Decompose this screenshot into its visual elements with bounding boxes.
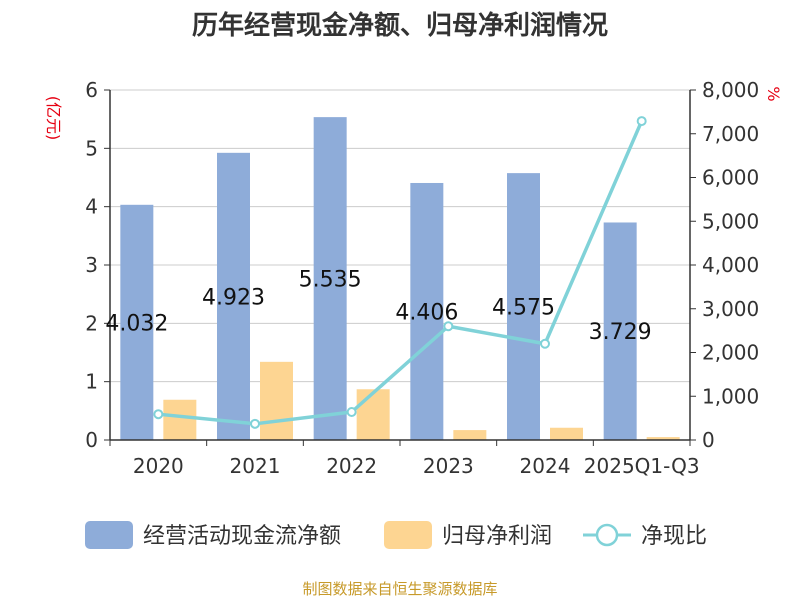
source-note: 制图数据来自恒生聚源数据库: [302, 580, 497, 598]
bar-cashflow: [410, 182, 444, 440]
bar-cashflow: [120, 204, 154, 440]
bar-net-profit: [453, 430, 487, 440]
ratio-point: [443, 321, 454, 332]
ratio-point: [636, 116, 647, 127]
legend-swatch-cashflow: [85, 521, 133, 549]
ratio-point: [250, 418, 260, 429]
right-axis-tick-label: 0: [702, 428, 715, 452]
bar-cashflow: [217, 152, 250, 440]
right-axis-tick-label: 3,000: [702, 297, 759, 321]
left-axis-tick-label: 3: [85, 253, 98, 277]
right-axis-unit: %: [764, 86, 783, 101]
ratio-point: [153, 409, 164, 420]
cashflow-data-label: 3.729: [589, 320, 652, 345]
axes: 0 1 2 3 4 5 6 0 1,000 2,000 3,000 4,000 5,000 6,000 7,…: [85, 78, 759, 478]
cashflow-data-label: 4.032: [105, 311, 168, 336]
x-axis-tick-label: 2023: [423, 454, 474, 478]
bar-cashflow: [603, 222, 637, 440]
ratio-line-group: [153, 116, 647, 429]
right-axis-tick-label: 4,000: [702, 253, 759, 277]
left-axis-tick-label: 0: [85, 428, 98, 452]
right-axis-tick-label: 2,000: [702, 341, 759, 365]
left-axis-tick-label: 4: [85, 195, 98, 219]
legend-swatch-net-profit: [384, 521, 432, 549]
x-axis-tick-label: 2022: [326, 454, 377, 478]
x-axis-tick-label: 2025Q1-Q3: [584, 454, 700, 478]
cashflow-data-label: 5.535: [299, 268, 362, 293]
ratio-point: [540, 338, 550, 349]
right-axis-tick-label: 7,000: [702, 122, 759, 146]
legend-marker-ratio: [595, 523, 619, 547]
left-axis-tick-label: 5: [85, 136, 98, 160]
right-axis-tick-label: 1,000: [702, 384, 759, 408]
cashflow-data-label: 4.406: [395, 300, 458, 325]
bar-net-profit: [163, 399, 197, 440]
cashflow-data-label: 4.923: [202, 285, 265, 310]
bar-net-profit: [550, 427, 583, 440]
bar-net-profit: [646, 437, 680, 440]
right-axis-tick-label: 8,000: [702, 78, 759, 102]
left-axis-tick-label: 2: [85, 311, 98, 335]
x-axis-tick-label: 2020: [133, 454, 184, 478]
chart-title: 历年经营现金净额、归母净利润情况: [192, 10, 608, 41]
legend: 经营活动现金流净额 归母净利润 净现比: [85, 521, 707, 549]
x-axis-tick-label: 2021: [230, 454, 281, 478]
legend-label-net-profit: 归母净利润: [442, 524, 552, 549]
bar-cashflow: [313, 117, 347, 440]
bar-net-profit: [260, 361, 293, 440]
ratio-point: [346, 407, 357, 417]
bars-group: [120, 117, 680, 440]
ratio-line: [158, 120, 644, 426]
left-axis-tick-label: 1: [85, 370, 98, 394]
legend-label-cashflow: 经营活动现金流净额: [143, 524, 341, 549]
right-axis-tick-label: 5,000: [702, 209, 759, 233]
legend-label-ratio: 净现比: [641, 524, 707, 549]
left-axis-tick-label: 6: [85, 78, 98, 102]
bar-net-profit: [356, 389, 390, 440]
gridlines: [110, 89, 690, 383]
bar-cashflow: [507, 173, 540, 440]
data-labels: 4.032 4.923 5.535 4.406 4.575 3.729: [105, 268, 651, 346]
left-axis-unit: (亿元): [44, 96, 63, 141]
cashflow-data-label: 4.575: [492, 296, 555, 321]
right-axis-tick-label: 6,000: [702, 166, 759, 190]
x-axis-tick-label: 2024: [520, 454, 571, 478]
